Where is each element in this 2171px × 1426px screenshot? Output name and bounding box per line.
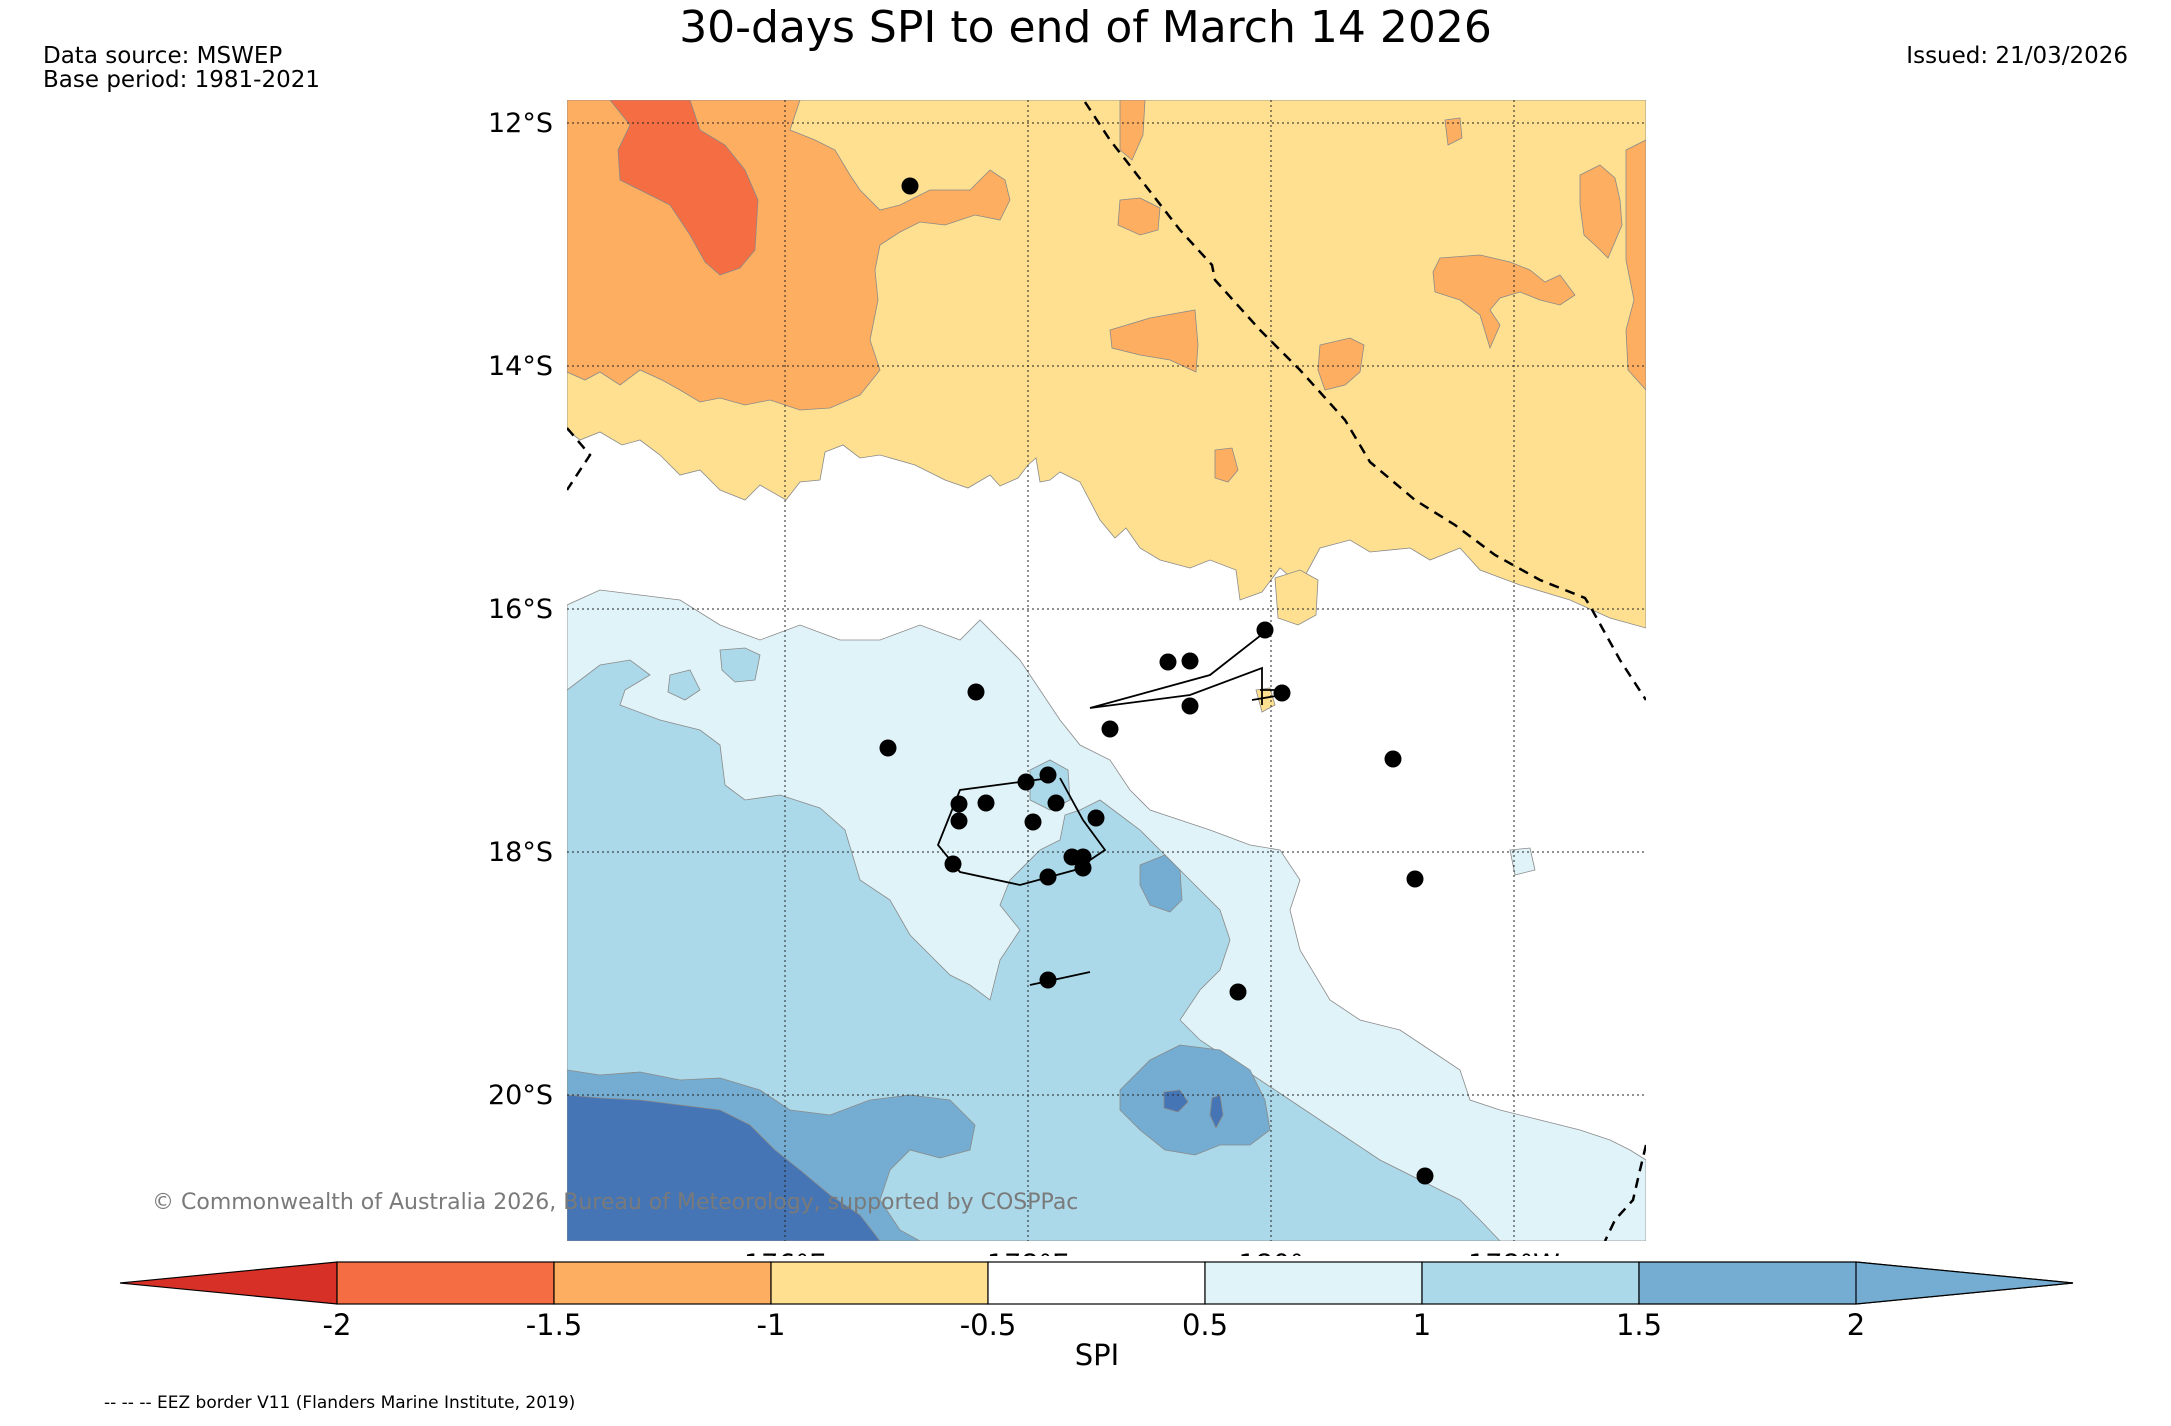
lat-label: 18°S (488, 837, 553, 868)
colorbar-segment (1421, 1261, 1640, 1305)
spi-wet-extreme-patch (1119, 1044, 1271, 1156)
eez-legend-footnote: -- -- -- EEZ border V11 (Flanders Marine… (104, 1393, 576, 1413)
station-marker (967, 683, 985, 701)
lat-label: 20°S (488, 1080, 553, 1111)
colorbar-tick-label: -1 (757, 1308, 786, 1342)
station-marker (944, 855, 962, 873)
colorbar-tick-label: -0.5 (960, 1308, 1017, 1342)
station-marker (1074, 859, 1092, 877)
station-marker (1017, 773, 1035, 791)
data-source-text: Data source: MSWEP (43, 43, 283, 69)
spi-dry-severe-patch (1317, 337, 1365, 391)
spi-colorbar: -2 -1.5 -1 -0.5 0.5 1 1.5 2 SPI (119, 1256, 2075, 1372)
spi-dry-severe-patch (1109, 309, 1199, 373)
station-marker (1087, 809, 1105, 827)
eez-border-line (567, 427, 592, 491)
station-marker (1101, 720, 1119, 738)
lat-label: 14°S (488, 351, 553, 382)
spi-wet-severe-patch (667, 669, 701, 701)
station-marker (1159, 653, 1177, 671)
spi-dry-moderate-patch (1274, 569, 1319, 626)
colorbar-tick-label: 1.5 (1616, 1308, 1662, 1342)
issued-date: Issued: 21/03/2026 (1906, 43, 2128, 69)
station-marker (1039, 766, 1057, 784)
eez-border-line (1603, 1144, 1646, 1241)
spi-dry-severe-patch (1214, 447, 1239, 483)
spi-dry-moderate-patch (1255, 687, 1276, 713)
station-marker (879, 739, 897, 757)
station-marker (1416, 1167, 1434, 1185)
colorbar-segment (1855, 1261, 2074, 1305)
station-markers (879, 177, 1434, 1185)
eez-border (567, 101, 1646, 1241)
station-marker (1181, 652, 1199, 670)
colorbar-segment (1204, 1261, 1423, 1305)
map-gridlines (567, 100, 1646, 1241)
lat-label: 12°S (488, 108, 553, 139)
data-source-info: Data source: MSWEP Base period: 1981-202… (43, 44, 320, 92)
latitude-labels: 12°S 14°S 16°S 18°S 20°S (488, 108, 553, 1111)
spi-wet-severe-region (567, 659, 1501, 1241)
base-period-text: Base period: 1981-2021 (43, 67, 321, 93)
station-marker (1273, 684, 1291, 702)
colorbar-segment (770, 1261, 989, 1305)
station-marker (1229, 983, 1247, 1001)
station-marker (1047, 794, 1065, 812)
colorbar-segment (336, 1261, 555, 1305)
station-marker (1256, 621, 1274, 639)
spi-dry-severe-patch (1579, 164, 1623, 259)
colorbar-segment (553, 1261, 772, 1305)
island-outline-vanua-levu (1089, 631, 1266, 709)
lat-label: 16°S (488, 594, 553, 625)
colorbar-tick-label: -1.5 (526, 1308, 583, 1342)
copyright-notice: © Commonwealth of Australia 2026, Bureau… (152, 1190, 1079, 1215)
spi-dry-severe-patch (1117, 197, 1161, 236)
spi-dry-severe-patch (1119, 100, 1146, 161)
colorbar-tick-label: 1 (1413, 1308, 1431, 1342)
station-marker (1039, 971, 1057, 989)
station-marker (977, 794, 995, 812)
colorbar-tick-label: 2 (1847, 1308, 1865, 1342)
eez-border-line (1083, 101, 1646, 701)
station-marker (1181, 697, 1199, 715)
colorbar-title: SPI (1075, 1338, 1119, 1372)
station-marker (1039, 868, 1057, 886)
colorbar-segment (987, 1261, 1206, 1305)
station-marker (1406, 870, 1424, 888)
spi-wet-moderate-patch (1509, 847, 1536, 876)
colorbar-tick-label: 0.5 (1182, 1308, 1228, 1342)
spi-dry-severe-patch (1444, 117, 1463, 146)
spi-dry-severe-patch (1625, 139, 1646, 391)
spi-wet-severe-patch (719, 647, 761, 683)
station-marker (950, 795, 968, 813)
station-marker (901, 177, 919, 195)
map-title: 30-days SPI to end of March 14 2026 (679, 2, 1492, 53)
station-marker (1384, 750, 1402, 768)
spi-contour-field (567, 100, 1646, 1241)
spi-dry-extreme-region (609, 100, 759, 276)
spi-wet-exceptional-region (567, 1094, 881, 1241)
station-marker (950, 812, 968, 830)
colorbar-tick-label: -2 (323, 1308, 352, 1342)
station-marker (1024, 813, 1042, 831)
spi-dry-severe-patch (1432, 254, 1576, 350)
spi-wet-extreme-patch (1139, 854, 1183, 913)
